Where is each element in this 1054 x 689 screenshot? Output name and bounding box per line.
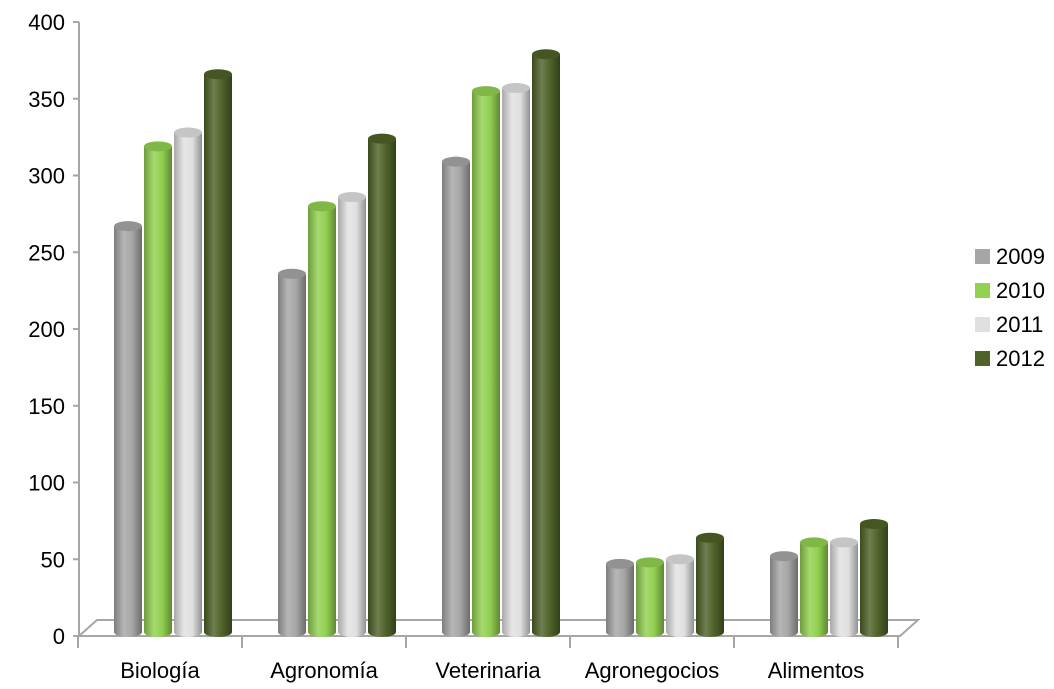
bar-cap bbox=[472, 86, 500, 97]
bar-cap bbox=[830, 537, 858, 548]
bar-cap bbox=[636, 557, 664, 568]
bar-cap bbox=[174, 127, 202, 138]
bar-2011 bbox=[338, 191, 366, 638]
bar-cap bbox=[502, 83, 530, 94]
y-tick-label: 50 bbox=[41, 547, 65, 572]
legend: 2009 2010 2011 2012 bbox=[975, 244, 1045, 371]
bar-body bbox=[174, 132, 202, 637]
legend-swatch bbox=[975, 351, 990, 366]
bar-2010 bbox=[144, 141, 172, 637]
y-tick-label: 0 bbox=[53, 624, 65, 649]
bar-2010 bbox=[636, 557, 664, 637]
x-category-label: Agronomía bbox=[270, 658, 378, 683]
bar-cap bbox=[278, 268, 306, 279]
bar-2012 bbox=[204, 69, 232, 637]
legend-swatch bbox=[975, 249, 990, 264]
bar-cap bbox=[606, 558, 634, 569]
bar-2009 bbox=[114, 221, 142, 637]
bar-cap bbox=[442, 156, 470, 167]
bar-body bbox=[532, 54, 560, 638]
bar-body bbox=[114, 226, 142, 637]
bar-body bbox=[502, 88, 530, 637]
bar-2009 bbox=[442, 156, 470, 637]
bar-2010 bbox=[472, 86, 500, 637]
bar-body bbox=[308, 206, 336, 637]
x-category-label: Veterinaria bbox=[435, 658, 541, 683]
bar-2009 bbox=[606, 558, 634, 637]
legend-item-2012: 2012 bbox=[975, 346, 1045, 371]
bar-body bbox=[442, 161, 470, 637]
x-category-label: Alimentos bbox=[768, 658, 865, 683]
bar-body bbox=[636, 562, 664, 637]
bar-cap bbox=[114, 221, 142, 232]
bar-body bbox=[368, 138, 396, 637]
x-category-label: Biología bbox=[120, 658, 200, 683]
y-tick-label: 100 bbox=[28, 471, 65, 496]
bar-body bbox=[800, 542, 828, 637]
legend-item-2009: 2009 bbox=[975, 244, 1045, 269]
legend-swatch bbox=[975, 317, 990, 332]
bar-body bbox=[204, 74, 232, 637]
y-tick-label: 400 bbox=[28, 10, 65, 35]
legend-label: 2010 bbox=[996, 278, 1045, 303]
bar-2012 bbox=[860, 518, 888, 637]
bar-body bbox=[830, 542, 858, 637]
y-tick-label: 200 bbox=[28, 317, 65, 342]
bar-cap bbox=[860, 518, 888, 529]
y-tick-label: 150 bbox=[28, 394, 65, 419]
bar-2011 bbox=[830, 537, 858, 637]
bar-2012 bbox=[532, 49, 560, 638]
y-tick-label: 250 bbox=[28, 240, 65, 265]
bar-cap bbox=[800, 537, 828, 548]
bar-cap bbox=[666, 554, 694, 565]
category-axis: Biología Agronomía Veterinaria Agronegocios… bbox=[77, 636, 899, 683]
bar-2009 bbox=[770, 551, 798, 637]
legend-label: 2012 bbox=[996, 346, 1045, 371]
legend-item-2010: 2010 bbox=[975, 278, 1045, 303]
bar-2009 bbox=[278, 268, 306, 637]
bar-body bbox=[606, 563, 634, 637]
bar-body bbox=[770, 556, 798, 637]
bar-2010 bbox=[308, 201, 336, 637]
bar-body bbox=[278, 273, 306, 637]
bars bbox=[114, 49, 888, 638]
bar-cap bbox=[308, 201, 336, 212]
bar-body bbox=[860, 523, 888, 637]
bar-cap bbox=[532, 49, 560, 60]
bar-cap bbox=[204, 69, 232, 80]
bar-2010 bbox=[800, 537, 828, 637]
legend-item-2011: 2011 bbox=[975, 312, 1043, 337]
bar-body bbox=[696, 537, 724, 637]
y-tick-label: 300 bbox=[28, 164, 65, 189]
bar-cap bbox=[144, 141, 172, 152]
x-category-label: Agronegocios bbox=[585, 658, 720, 683]
bar-cap bbox=[368, 133, 396, 144]
bar-body bbox=[144, 146, 172, 637]
bar-2012 bbox=[368, 133, 396, 637]
bar-2011 bbox=[502, 83, 530, 637]
legend-label: 2009 bbox=[996, 244, 1045, 269]
legend-swatch bbox=[975, 283, 990, 298]
bar-2011 bbox=[174, 127, 202, 637]
bar-cap bbox=[696, 532, 724, 543]
legend-label: 2011 bbox=[996, 312, 1043, 337]
value-axis: 0 50 100 150 200 250 300 350 400 bbox=[28, 10, 80, 649]
bar-body bbox=[338, 196, 366, 638]
bar-2012 bbox=[696, 532, 724, 637]
y-tick-label: 350 bbox=[28, 87, 65, 112]
bar-cap bbox=[338, 191, 366, 202]
bar-body bbox=[472, 91, 500, 637]
bar-cap bbox=[770, 551, 798, 562]
bar-body bbox=[666, 559, 694, 637]
bar-2011 bbox=[666, 554, 694, 637]
